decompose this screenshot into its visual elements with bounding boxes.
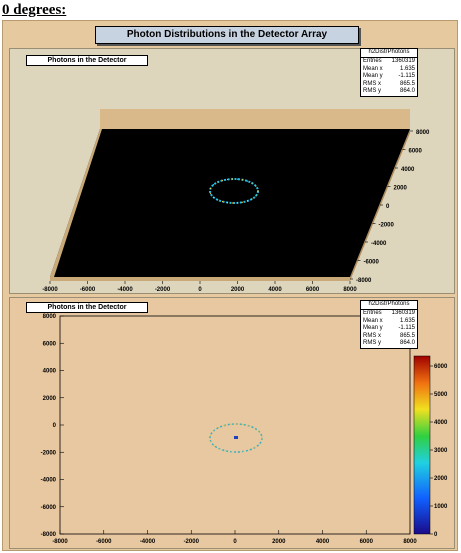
stats-label: Entries — [363, 310, 382, 316]
pad-3d-view[interactable]: Photons in the Detector -8000 -6000 -4000-… — [9, 48, 455, 294]
stats-value: 1360319 — [391, 58, 415, 64]
x-tick-label-3d: 0 — [198, 287, 202, 293]
z-tick-label: 5000 — [434, 392, 448, 398]
stats-row: Mean x 1.635 — [361, 318, 417, 326]
y-axis-ticks-3d: 8000 6000 4000 2000 0 -2000 -4000 -6000 -8000 — [350, 130, 430, 284]
z-tick-label: 3000 — [434, 448, 448, 454]
y-tick-label-2d: 2000 — [43, 396, 57, 402]
x-tick-label-3d: 2000 — [231, 287, 245, 293]
plot-frame — [59, 315, 411, 535]
x-tick-label-2d: 2000 — [272, 539, 286, 545]
stats-value: 864.0 — [399, 340, 415, 346]
x-tick-label-3d: -2000 — [155, 287, 171, 293]
x-tick-label-2d: 0 — [233, 539, 237, 545]
stats-value: -1.115 — [398, 73, 415, 79]
lego-plot[interactable]: -8000 -6000 -4000 -2000 0 2000 4000 6000 8000 80… — [10, 49, 454, 293]
x-tick-label-3d: -6000 — [80, 287, 96, 293]
photon-ring-hot — [209, 423, 263, 453]
x-tick-label-3d: -8000 — [42, 287, 58, 293]
x-tick-label-3d: -4000 — [117, 287, 133, 293]
stats-label: Mean x — [363, 65, 383, 72]
stats-value: -1.115 — [398, 325, 415, 331]
stats-value: 864.0 — [399, 88, 415, 94]
stats-name: h2DistrPhotons — [361, 49, 417, 58]
y-tick-label-2d: -8000 — [41, 532, 57, 538]
stats-row: Mean y -1.115 — [361, 73, 417, 81]
stats-row: Entries 1360319 — [361, 310, 417, 318]
x-tick-label-2d: -4000 — [140, 539, 156, 545]
y-tick-label-3d: 4000 — [401, 167, 415, 173]
stats-row: Mean x 1.635 — [361, 66, 417, 74]
y-tick-label-2d: -4000 — [41, 478, 57, 484]
y-tick-label-2d: 6000 — [43, 341, 57, 347]
y-tick-label-2d: -2000 — [41, 450, 57, 456]
stats-row: RMS y 864.0 — [361, 340, 417, 348]
stats-label: Mean y — [363, 73, 383, 79]
y-tick-label-2d: 8000 — [43, 314, 57, 320]
y-tick-label-3d: -2000 — [379, 223, 395, 229]
z-tick-label: 4000 — [434, 420, 448, 426]
x-tick-label-3d: 8000 — [343, 287, 357, 293]
stats-value: 865.5 — [399, 80, 415, 87]
stats-label: Mean x — [363, 317, 383, 324]
x-tick-label-2d: -2000 — [184, 539, 200, 545]
x-axis-ticks-2d: -8000 -6000 -4000 -2000 0 2000 4000 6000 8000 — [52, 530, 417, 545]
stats-row: Mean y -1.115 — [361, 325, 417, 333]
x-tick-label-3d: 4000 — [268, 287, 282, 293]
stats-row: Entries 1360319 — [361, 58, 417, 66]
lego-back-wall — [100, 109, 410, 129]
stats-label: RMS y — [363, 340, 381, 346]
stats-value: 1360319 — [391, 310, 415, 316]
z-tick-label: 6000 — [434, 364, 448, 370]
stats-name: h2DistrPhotons — [361, 301, 417, 310]
x-tick-label-2d: 6000 — [360, 539, 374, 545]
stats-label: RMS y — [363, 88, 381, 94]
stats-value: 1.635 — [399, 65, 415, 72]
canvas-title: Photon Distributions in the Detector Arr… — [95, 26, 359, 44]
z-tick-label: 0 — [434, 532, 438, 538]
stats-row: RMS x 865.5 — [361, 333, 417, 341]
stats-label: RMS x — [363, 332, 381, 339]
stats-box-3d[interactable]: h2DistrPhotons Entries 1360319 Mean x 1.635… — [360, 48, 418, 97]
x-axis-ticks-3d: -8000 -6000 -4000 -2000 0 2000 4000 6000 8000 — [42, 281, 357, 293]
y-tick-label-2d: 0 — [53, 423, 57, 429]
stats-value: 865.5 — [399, 332, 415, 339]
y-tick-label-3d: -4000 — [371, 241, 387, 247]
y-tick-label-3d: 6000 — [409, 149, 423, 155]
colz-plot[interactable]: -8000 -6000 -4000 -2000 0 2000 4000 6000 8000 80… — [10, 298, 454, 548]
x-tick-label-2d: -6000 — [96, 539, 112, 545]
x-tick-label-2d: 8000 — [403, 539, 417, 545]
y-tick-label-2d: -6000 — [41, 505, 57, 511]
hist-title-3d: Photons in the Detector — [26, 55, 148, 66]
y-tick-label-3d: 8000 — [416, 130, 430, 136]
y-tick-label-3d: -8000 — [356, 278, 372, 284]
stats-value: 1.635 — [399, 317, 415, 324]
color-palette[interactable] — [413, 355, 431, 535]
center-hotspot — [234, 436, 238, 439]
lego-photon-ring-hot — [209, 178, 259, 204]
y-tick-label-3d: 2000 — [394, 186, 408, 192]
x-tick-label-2d: 4000 — [316, 539, 330, 545]
y-axis-ticks-2d: 8000 6000 4000 2000 0 -2000 -4000 -6000 -8000 — [41, 314, 64, 538]
stats-label: Mean y — [363, 325, 383, 331]
stats-box-2d[interactable]: h2DistrPhotons Entries 1360319 Mean x 1.635… — [360, 300, 418, 349]
y-tick-label-3d: 0 — [386, 204, 390, 210]
root-canvas[interactable]: Photon Distributions in the Detector Arr… — [2, 20, 458, 551]
stats-label: Entries — [363, 58, 382, 64]
hist-title-2d: Photons in the Detector — [26, 302, 148, 313]
z-axis-ticks: 6000 5000 4000 3000 2000 1000 0 — [430, 364, 448, 538]
stats-label: RMS x — [363, 80, 381, 87]
page-heading: 0 degrees: — [2, 2, 67, 18]
lego-front-wall — [50, 277, 350, 281]
pad-colz-view[interactable]: Photons in the Detector -8000 -6000 -400 — [9, 297, 455, 549]
z-tick-label: 1000 — [434, 504, 448, 510]
stats-row: RMS y 864.0 — [361, 88, 417, 96]
y-tick-label-2d: 4000 — [43, 369, 57, 375]
stats-row: RMS x 865.5 — [361, 81, 417, 89]
x-tick-label-3d: 6000 — [306, 287, 320, 293]
lego-left-edge — [50, 129, 102, 277]
x-tick-label-2d: -8000 — [52, 539, 68, 545]
z-tick-label: 2000 — [434, 476, 448, 482]
y-tick-label-3d: -6000 — [364, 260, 380, 266]
